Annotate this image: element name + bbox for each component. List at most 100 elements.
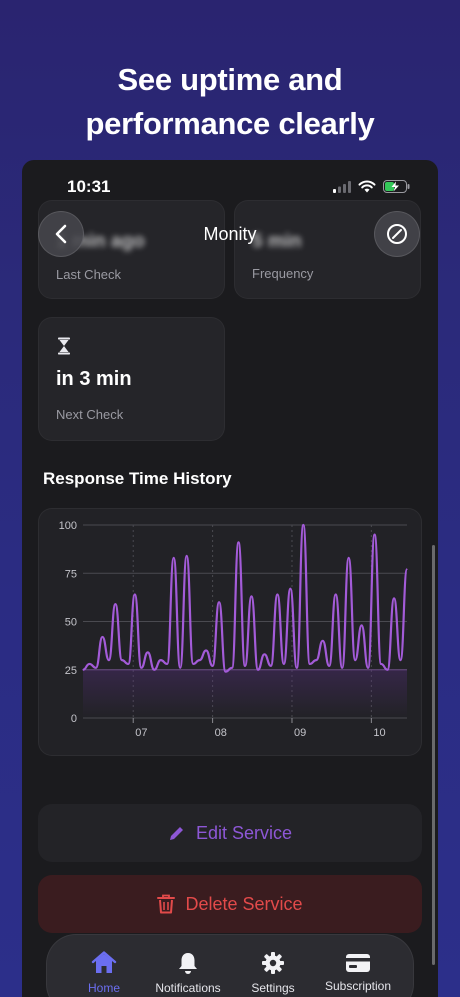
y-tick-label: 50 bbox=[65, 617, 77, 629]
data-point bbox=[335, 593, 337, 596]
data-point bbox=[367, 667, 369, 669]
data-point bbox=[257, 669, 259, 671]
data-point bbox=[296, 667, 298, 669]
data-point bbox=[348, 557, 350, 559]
headline-line-1: See uptime and bbox=[117, 62, 343, 97]
headline-line-2: performance clearly bbox=[85, 106, 375, 141]
data-point bbox=[101, 636, 104, 638]
data-point bbox=[88, 663, 91, 665]
data-point bbox=[127, 663, 129, 665]
page-title: Monity bbox=[203, 224, 257, 244]
data-point bbox=[406, 568, 408, 570]
data-point bbox=[289, 588, 291, 590]
data-point bbox=[140, 667, 142, 669]
data-point bbox=[354, 659, 356, 661]
data-point bbox=[82, 669, 84, 671]
chart-section-title: Response Time History bbox=[43, 469, 232, 488]
data-point bbox=[186, 555, 188, 557]
x-tick-label: 10 bbox=[373, 727, 385, 739]
edit-service-label: Edit Service bbox=[195, 822, 293, 843]
scroll-indicator[interactable] bbox=[432, 545, 435, 965]
delete-service-button[interactable]: Delete Service bbox=[38, 875, 422, 933]
stat-label: Frequency bbox=[252, 266, 314, 281]
tab-label: Settings bbox=[251, 981, 295, 995]
tab-bar: Home Notifications bbox=[46, 934, 414, 997]
stat-card-next-check: in 3 min Next Check bbox=[38, 317, 225, 441]
tab-home[interactable]: Home bbox=[61, 949, 147, 995]
x-tick-label: 07 bbox=[135, 727, 147, 739]
y-tick-label: 100 bbox=[59, 520, 77, 532]
x-tick-label: 09 bbox=[294, 727, 306, 739]
status-time: 10:31 bbox=[67, 177, 111, 196]
tab-settings[interactable]: Settings bbox=[230, 949, 316, 995]
data-point bbox=[276, 593, 278, 596]
data-point bbox=[218, 601, 220, 603]
pencil-icon bbox=[169, 827, 183, 840]
y-tick-label: 25 bbox=[65, 665, 77, 677]
data-point bbox=[386, 669, 389, 671]
chevron-left-icon bbox=[55, 224, 67, 244]
data-point bbox=[224, 671, 227, 673]
data-point bbox=[147, 651, 149, 653]
data-point bbox=[134, 593, 136, 596]
data-point bbox=[322, 640, 324, 642]
compass-slash-icon bbox=[387, 224, 407, 244]
response-time-chart-card: 0 25 50 75 100 07 08 09 10 bbox=[38, 508, 422, 756]
data-point bbox=[341, 667, 343, 669]
status-icons bbox=[333, 180, 410, 193]
data-point bbox=[231, 667, 233, 669]
data-point bbox=[212, 665, 214, 667]
data-point bbox=[302, 524, 304, 526]
edit-toggle-button[interactable] bbox=[374, 211, 420, 257]
data-point bbox=[309, 663, 311, 665]
tab-subscription[interactable]: Subscription bbox=[315, 949, 401, 993]
data-point bbox=[361, 624, 363, 626]
y-tick-label: 0 bbox=[71, 713, 77, 725]
y-tick-label: 75 bbox=[65, 568, 77, 580]
data-point bbox=[393, 597, 395, 599]
bell-icon bbox=[179, 953, 197, 974]
data-point bbox=[153, 669, 155, 671]
data-point bbox=[270, 665, 272, 667]
back-button[interactable] bbox=[38, 211, 84, 257]
data-point bbox=[192, 663, 194, 665]
data-point bbox=[315, 659, 317, 661]
battery-charging-icon bbox=[383, 180, 410, 193]
hourglass-icon bbox=[58, 337, 70, 355]
data-point bbox=[283, 663, 285, 665]
data-point bbox=[374, 534, 376, 536]
data-point bbox=[263, 653, 266, 655]
data-point bbox=[121, 659, 123, 661]
response-time-line bbox=[82, 523, 409, 673]
data-point bbox=[328, 665, 330, 667]
data-point bbox=[95, 667, 97, 669]
data-point bbox=[205, 649, 207, 652]
stat-label: Next Check bbox=[56, 407, 124, 422]
delete-service-label: Delete Service bbox=[185, 893, 303, 914]
data-point bbox=[244, 665, 246, 667]
data-point bbox=[160, 659, 162, 661]
data-point bbox=[237, 541, 240, 543]
wifi-icon bbox=[358, 180, 376, 193]
edit-service-button[interactable]: Edit Service bbox=[38, 804, 422, 862]
house-icon bbox=[91, 951, 117, 973]
data-point bbox=[380, 663, 382, 665]
stat-label: Last Check bbox=[56, 267, 122, 282]
phone-screen: 10:31 1 min ago Last Check bbox=[22, 160, 438, 997]
gear-icon bbox=[262, 952, 284, 974]
tab-label: Subscription bbox=[324, 979, 392, 993]
headline: See uptime and performance clearly bbox=[0, 58, 460, 146]
credit-card-icon bbox=[346, 954, 370, 972]
data-point bbox=[399, 659, 402, 661]
data-point bbox=[173, 557, 175, 559]
data-point bbox=[199, 659, 201, 661]
tab-label: Home bbox=[87, 981, 120, 995]
x-tick-label: 08 bbox=[215, 727, 227, 739]
data-point bbox=[108, 659, 110, 661]
tab-notifications[interactable]: Notifications bbox=[145, 949, 231, 995]
data-point bbox=[114, 603, 116, 605]
cellular-signal-icon bbox=[333, 180, 351, 193]
trash-icon bbox=[157, 894, 176, 914]
data-point bbox=[166, 663, 168, 665]
stat-value: in 3 min bbox=[56, 368, 132, 390]
